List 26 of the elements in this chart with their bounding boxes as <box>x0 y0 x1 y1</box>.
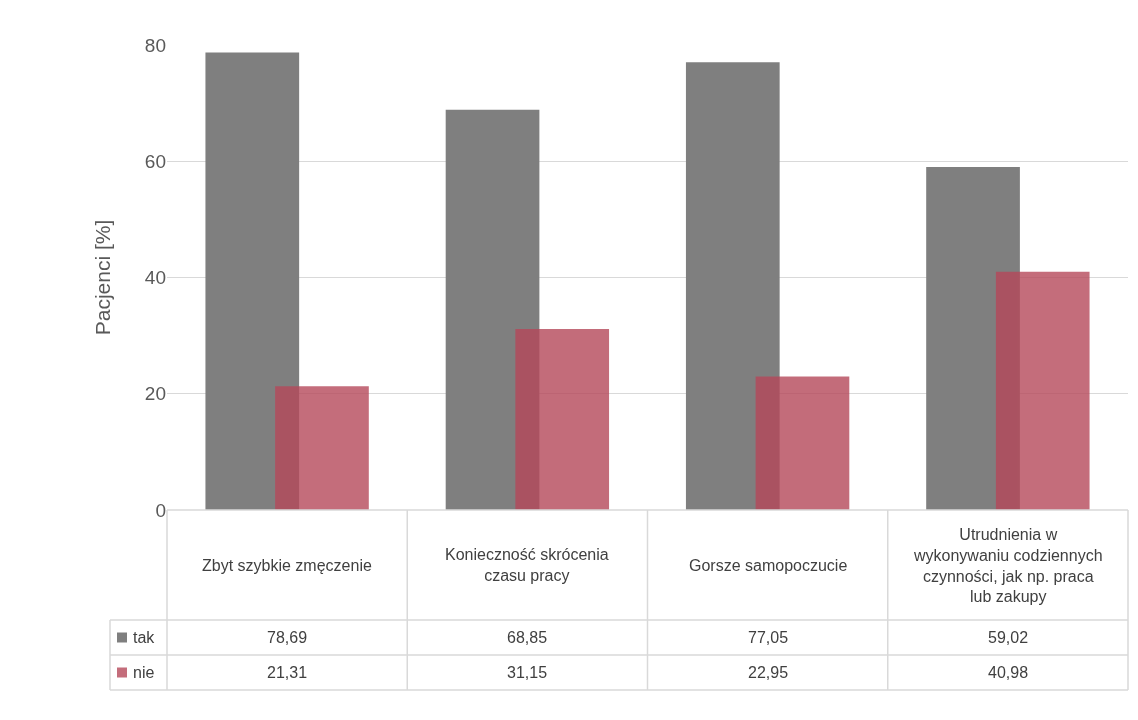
data-label: 40,98 <box>988 664 1029 681</box>
y-tick-label: 0 <box>155 499 166 521</box>
data-label: 78,69 <box>267 629 308 646</box>
data-label: 22,95 <box>748 664 789 681</box>
y-tick-label: 80 <box>144 34 166 56</box>
legend-label: tak <box>133 629 156 646</box>
x-tick-label: Zbyt szybkie zmęczenie <box>202 557 372 574</box>
bar <box>205 52 300 510</box>
data-label: 59,02 <box>988 629 1029 646</box>
bar <box>275 386 369 510</box>
y-tick-label: 60 <box>144 150 166 172</box>
data-label: 68,85 <box>507 629 548 646</box>
y-axis-title: Pacjenci [%] <box>91 219 115 336</box>
bar <box>755 376 850 510</box>
data-label: 77,05 <box>748 629 789 646</box>
data-label: 31,15 <box>507 664 548 681</box>
legend-label: nie <box>133 664 155 681</box>
data-label: 21,31 <box>267 664 308 681</box>
x-tick-label: Gorsze samopoczucie <box>689 557 848 574</box>
x-tick-label: Utrudnienia w wykonywaniu codziennych czynności, jak np. praca lub zakupy <box>913 526 1103 606</box>
y-tick-label: 20 <box>144 383 166 405</box>
x-tick-label: Konieczność skrócenia czasu pracy <box>445 546 609 584</box>
bar <box>685 62 780 510</box>
bar <box>995 271 1090 510</box>
bar <box>515 328 610 510</box>
y-tick-label: 40 <box>144 267 166 289</box>
